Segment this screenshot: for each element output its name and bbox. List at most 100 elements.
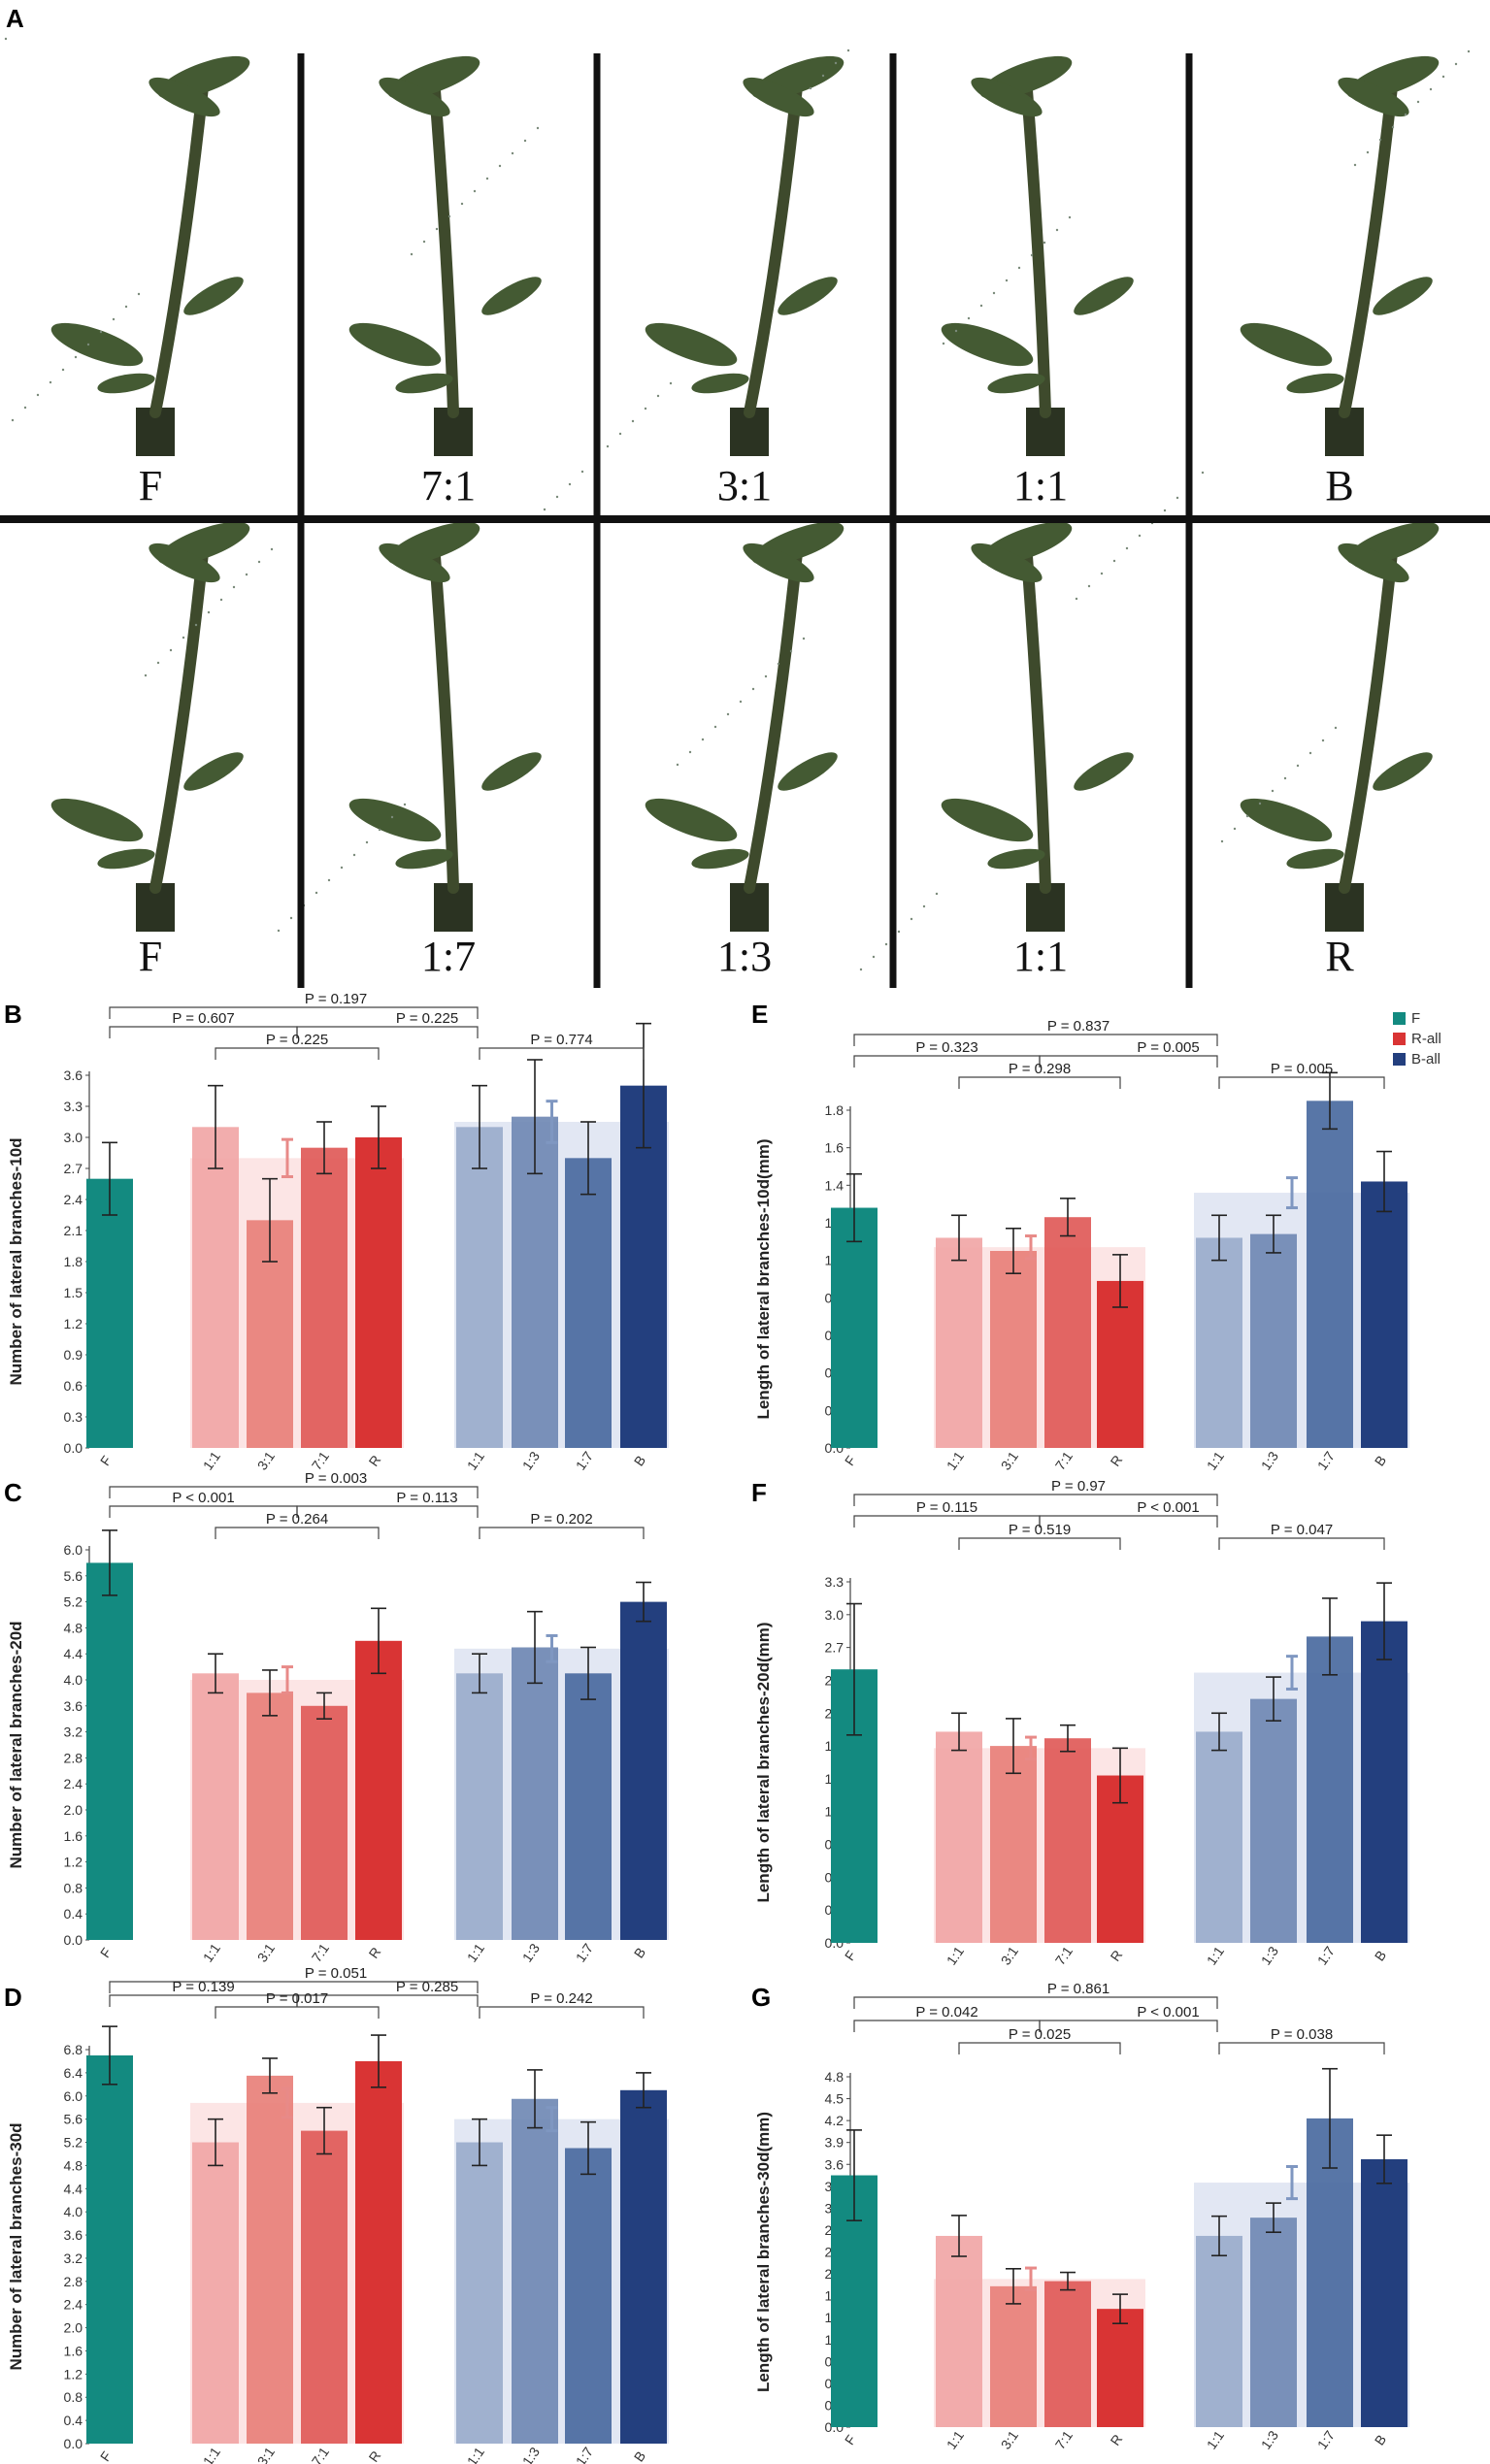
speckle	[327, 878, 331, 882]
y-tick-label: 3.6	[64, 1068, 83, 1083]
comparison-bracket: P < 0.001	[1039, 1499, 1218, 1528]
y-tick-label: 3.2	[64, 2250, 83, 2266]
y-tick-label: 4.2	[825, 2113, 844, 2128]
x-category-label: 1:3	[519, 1940, 543, 1964]
bar-R	[1097, 1280, 1143, 1448]
bar-7:1	[301, 2130, 348, 2444]
y-axis-label: Number of lateral branches-10d	[7, 1137, 25, 1385]
panel-letter: E	[751, 1000, 768, 1029]
y-tick-label: 3.6	[825, 2156, 844, 2172]
bar-F	[86, 2054, 133, 2444]
speckle	[124, 305, 128, 309]
photo-label: F	[139, 933, 162, 980]
p-value-label: P = 0.115	[916, 1499, 977, 1516]
y-tick-label: 4.5	[825, 2091, 844, 2107]
photo-label: 3:1	[717, 462, 772, 509]
bar-3:1	[990, 2285, 1037, 2427]
chart-panel-c: C 0.0 0.4 0.8 1.2 1.6 2.0 2.4 2.8 3.2 3.6 4.0 4.4 4.8…	[4, 1470, 669, 1965]
speckle	[257, 560, 261, 564]
y-tick-label: 1.8	[64, 1254, 83, 1269]
x-category-label: 1:7	[1314, 2427, 1338, 2451]
x-category-label: 1:7	[1314, 1943, 1338, 1967]
bar-3:1	[990, 1746, 1037, 1943]
speckle	[112, 317, 116, 321]
y-tick-label: 1.4	[825, 1177, 844, 1193]
x-category-label: 1:3	[519, 2444, 543, 2464]
bar-1:1	[456, 2142, 503, 2444]
p-value-label: P = 0.202	[530, 1511, 592, 1528]
comparison-bracket: P = 0.225	[215, 1032, 380, 1060]
bar-F	[831, 1207, 877, 1448]
y-tick-label: 3.6	[64, 2227, 83, 2243]
x-category-label: 1:1	[1204, 1943, 1227, 1967]
speckle	[352, 853, 356, 857]
comparison-bracket: P = 0.051	[109, 1965, 479, 1993]
speckle	[1017, 266, 1021, 270]
bar-1:3	[512, 2098, 558, 2444]
speckle	[390, 815, 394, 819]
speckle	[207, 610, 211, 614]
speckle	[1404, 113, 1407, 116]
speckle	[1308, 751, 1312, 755]
x-category-label: B	[631, 2448, 648, 2464]
bar-1:1	[456, 1673, 503, 1940]
speckle	[194, 623, 198, 627]
speckle	[1138, 534, 1142, 538]
x-category-label: B	[631, 1945, 648, 1961]
speckle	[435, 227, 439, 231]
bar-1:1	[192, 2142, 239, 2444]
speckle	[777, 662, 780, 666]
speckle	[789, 649, 793, 653]
speckle	[1454, 62, 1458, 66]
speckle	[485, 177, 489, 181]
x-category-label: B	[1372, 1453, 1389, 1469]
bar-1:1	[1196, 1731, 1242, 1943]
p-value-label: P = 0.225	[396, 1010, 458, 1027]
bar-7:1	[1044, 1217, 1091, 1448]
bar-3:1	[990, 1251, 1037, 1448]
legend-swatch	[1393, 1053, 1406, 1066]
x-category-label: 3:1	[254, 1940, 278, 1964]
plant-illustration	[941, 55, 1134, 456]
legend-swatch	[1393, 1033, 1406, 1045]
speckle	[1283, 776, 1287, 780]
comparison-bracket: P = 0.113	[296, 1490, 479, 1518]
p-value-label: P = 0.861	[1047, 1981, 1109, 1997]
x-category-label: 1:1	[200, 2444, 223, 2464]
legend-label: R-all	[1411, 1031, 1441, 1047]
speckle	[523, 139, 527, 143]
comparison-bracket: P = 0.025	[958, 2026, 1121, 2054]
speckle	[1055, 228, 1059, 232]
speckle	[1321, 739, 1325, 742]
y-tick-label: 0.6	[64, 1378, 83, 1394]
speckle	[1296, 764, 1300, 768]
speckle	[1366, 150, 1370, 154]
y-axis-label: Number of lateral branches-20d	[7, 1621, 25, 1868]
speckle	[1030, 253, 1034, 257]
speckle	[340, 866, 344, 870]
bar-1:7	[1307, 1101, 1353, 1448]
comparison-bracket: P = 0.837	[853, 1018, 1218, 1046]
y-tick-label: 2.0	[64, 2320, 83, 2336]
p-value-label: P = 0.025	[1009, 2026, 1071, 2043]
speckle	[447, 214, 451, 218]
y-tick-label: 2.4	[64, 1192, 83, 1207]
photo-label: 1:1	[1013, 933, 1068, 980]
speckle	[1125, 546, 1129, 550]
speckle	[555, 495, 559, 499]
x-category-label: 3:1	[254, 2444, 278, 2464]
speckle	[1068, 215, 1072, 219]
speckle	[169, 648, 173, 652]
x-category-label: 3:1	[998, 1943, 1021, 1967]
speckle	[1175, 496, 1179, 500]
bar-R	[355, 1640, 402, 1940]
speckle	[11, 418, 15, 422]
x-category-label: F	[97, 1453, 115, 1468]
bar-1:1	[192, 1673, 239, 1940]
speckle	[245, 573, 248, 576]
comparison-bracket: P = 0.242	[479, 1990, 645, 2019]
y-tick-label: 1.5	[64, 1285, 83, 1300]
y-tick-label: 1.2	[64, 2366, 83, 2382]
bar-1:7	[565, 1673, 612, 1940]
speckle	[992, 291, 996, 295]
